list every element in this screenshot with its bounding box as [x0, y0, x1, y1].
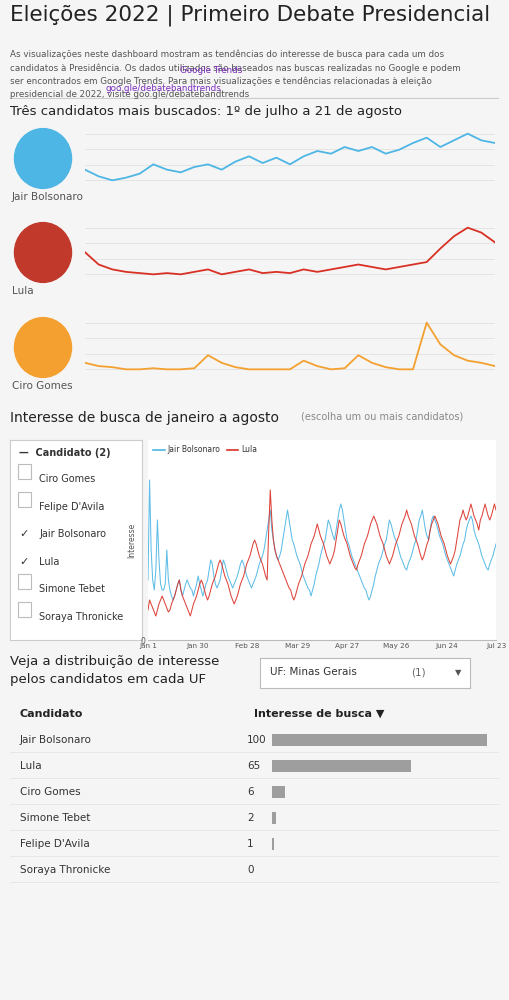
Text: Três candidatos mais buscados: 1º de julho a 21 de agosto: Três candidatos mais buscados: 1º de jul… [10, 105, 402, 118]
Text: goo.gle/debatebandtrends: goo.gle/debatebandtrends [105, 84, 221, 93]
Text: Lula: Lula [12, 286, 34, 296]
Text: Ciro Gomes: Ciro Gomes [20, 787, 80, 797]
Text: (1): (1) [411, 667, 426, 677]
Text: UF: Minas Gerais: UF: Minas Gerais [270, 667, 357, 677]
Text: Ciro Gomes: Ciro Gomes [12, 381, 73, 391]
FancyBboxPatch shape [18, 574, 31, 589]
FancyBboxPatch shape [18, 464, 31, 479]
Text: Eleições 2022 | Primeiro Debate Presidencial: Eleições 2022 | Primeiro Debate Presiden… [10, 4, 490, 25]
Text: Jair Bolsonaro: Jair Bolsonaro [39, 529, 106, 539]
FancyBboxPatch shape [272, 786, 285, 798]
Text: Interesse de busca de janeiro a agosto: Interesse de busca de janeiro a agosto [10, 411, 279, 425]
Text: 100: 100 [247, 735, 267, 745]
Y-axis label: Interesse: Interesse [127, 522, 136, 558]
Text: 65: 65 [247, 761, 261, 771]
Text: Felipe D'Avila: Felipe D'Avila [20, 839, 90, 849]
Text: Lula: Lula [20, 761, 41, 771]
Text: ▼: ▼ [455, 668, 462, 677]
FancyBboxPatch shape [272, 812, 276, 824]
FancyBboxPatch shape [18, 602, 31, 617]
Text: Simone Tebet: Simone Tebet [39, 584, 105, 594]
Text: Simone Tebet: Simone Tebet [20, 813, 90, 823]
Text: Interesse de busca ▼: Interesse de busca ▼ [254, 709, 385, 719]
Text: 1: 1 [247, 839, 254, 849]
FancyBboxPatch shape [18, 492, 31, 507]
Text: ✓: ✓ [19, 557, 29, 567]
Text: 2: 2 [247, 813, 254, 823]
Text: (escolha um ou mais candidatos): (escolha um ou mais candidatos) [301, 411, 463, 421]
Text: Google Trends: Google Trends [180, 66, 243, 75]
Text: Ciro Gomes: Ciro Gomes [39, 474, 95, 484]
Text: Veja a distribuição de interesse
pelos candidatos em cada UF: Veja a distribuição de interesse pelos c… [10, 655, 219, 686]
Text: Lula: Lula [39, 557, 60, 567]
Legend: Jair Bolsonaro, Lula: Jair Bolsonaro, Lula [152, 444, 259, 456]
Text: As visualizações neste dashboard mostram as tendências do interesse de busca par: As visualizações neste dashboard mostram… [10, 50, 461, 99]
FancyBboxPatch shape [272, 734, 487, 746]
Text: Candidato: Candidato [20, 709, 83, 719]
Text: 0: 0 [247, 865, 253, 875]
Text: Soraya Thronicke: Soraya Thronicke [20, 865, 110, 875]
Circle shape [14, 129, 72, 188]
Text: Soraya Thronicke: Soraya Thronicke [39, 612, 123, 622]
Text: ✓: ✓ [19, 529, 29, 539]
Circle shape [14, 318, 72, 377]
Text: 6: 6 [247, 787, 254, 797]
Text: Jair Bolsonaro: Jair Bolsonaro [20, 735, 92, 745]
FancyBboxPatch shape [272, 838, 274, 850]
FancyBboxPatch shape [272, 760, 411, 772]
Text: Jair Bolsonaro: Jair Bolsonaro [12, 192, 84, 202]
Text: —  Candidato (2): — Candidato (2) [19, 448, 111, 458]
Text: Felipe D'Avila: Felipe D'Avila [39, 502, 104, 512]
Circle shape [14, 223, 72, 282]
